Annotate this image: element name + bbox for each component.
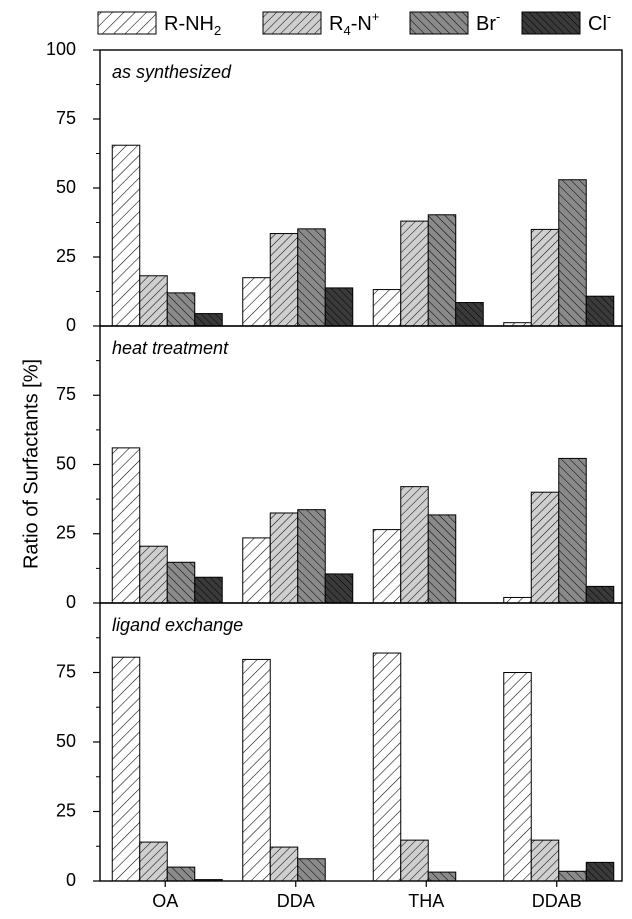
panel-3: 0 25 50 75 ligand exchange [56, 602, 623, 890]
bar-tha-series-3 [427, 871, 457, 882]
y-tick-label: 75 [56, 661, 76, 681]
legend-label: Br- [476, 9, 500, 35]
y-tick-label: 0 [66, 315, 76, 335]
legend-swatch [97, 11, 157, 35]
bar-dda-series-4 [324, 287, 354, 327]
bar-oa-series-2 [139, 545, 168, 604]
bar-ddab-series-2 [530, 839, 560, 882]
legend-swatch [521, 11, 581, 35]
bar-dda-series-2 [269, 846, 299, 882]
legend-label: R4-N+ [329, 9, 379, 38]
y-tick-label: 100 [46, 39, 76, 59]
bar-oa-series-3 [166, 866, 196, 882]
panel-frame [99, 602, 623, 882]
bar-ddab-series-3 [558, 457, 587, 604]
y-tick-label: 50 [56, 731, 76, 751]
legend-entry-1: R-NH2 [97, 11, 221, 38]
y-axis-label: Ratio of Surfactants [%] [20, 359, 42, 569]
bar-oa-series-3 [166, 292, 196, 327]
panel-title: heat treatment [112, 338, 229, 358]
legend-entry-4: Cl- [521, 9, 611, 35]
y-tick-label: 0 [66, 870, 76, 890]
legend-swatch [262, 11, 322, 35]
bar-oa-series-2 [139, 275, 168, 327]
x-tick-label: DDAB [532, 891, 582, 911]
x-tick-label: OA [152, 891, 178, 911]
y-tick-label: 50 [56, 177, 76, 197]
legend-label: Cl- [588, 9, 611, 35]
bar-oa-series-4 [194, 313, 223, 327]
bar-tha-series-3 [427, 214, 457, 327]
bar-oa-series-1 [111, 656, 141, 882]
bar-tha-series-2 [400, 839, 429, 882]
y-tick-label: 25 [56, 523, 76, 543]
bar-dda-series-3 [297, 509, 326, 604]
bar-oa-series-4 [194, 576, 223, 604]
bar-dda-series-2 [269, 512, 299, 604]
bar-ddab-series-3 [558, 179, 587, 327]
y-tick-label: 50 [56, 453, 76, 473]
panel-title: as synthesized [112, 62, 232, 82]
legend: R-NH2 R4-N+ Br- Cl- [97, 9, 611, 38]
legend-entry-2: R4-N+ [262, 9, 379, 38]
panel-1: 0 25 50 75 100 as synthesized [46, 39, 623, 335]
bar-dda-series-2 [269, 233, 299, 327]
bar-tha-series-3 [427, 514, 457, 604]
bar-ddab-series-4 [585, 295, 615, 327]
bar-oa-series-3 [166, 561, 196, 604]
bar-tha-series-1 [372, 289, 402, 327]
x-tick-label: THA [408, 891, 444, 911]
y-tick-label: 75 [56, 384, 76, 404]
bar-dda-series-3 [297, 858, 326, 882]
bar-tha-series-1 [372, 529, 402, 604]
bar-oa-series-1 [111, 447, 141, 604]
legend-swatch [409, 11, 469, 35]
bar-ddab-series-2 [530, 491, 560, 604]
bar-dda-series-3 [297, 228, 326, 327]
x-tick-label: DDA [277, 891, 315, 911]
bar-tha-series-4 [455, 302, 484, 327]
bar-ddab-series-4 [585, 861, 615, 882]
bar-tha-series-2 [400, 486, 429, 604]
bar-dda-series-1 [242, 537, 271, 604]
bar-ddab-series-2 [530, 228, 560, 327]
panel-2: 0 25 50 75 heat treatment [56, 325, 623, 612]
bar-oa-series-1 [111, 144, 141, 327]
bar-dda-series-4 [324, 573, 354, 604]
bar-ddab-series-3 [558, 870, 587, 882]
panel-title: ligand exchange [112, 615, 243, 635]
bar-oa-series-2 [139, 841, 168, 882]
legend-entry-3: Br- [409, 9, 500, 35]
bar-ddab-series-1 [503, 672, 532, 882]
bar-dda-series-1 [242, 658, 271, 882]
y-tick-label: 25 [56, 246, 76, 266]
plot-layer: 0 25 50 75 100 as synthesized 0 25 50 75 heat trea… [46, 39, 623, 911]
bar-tha-series-1 [372, 652, 402, 882]
bar-tha-series-2 [400, 220, 429, 327]
legend-label: R-NH2 [164, 13, 221, 38]
y-tick-label: 75 [56, 108, 76, 128]
bar-ddab-series-4 [585, 585, 615, 604]
y-tick-label: 25 [56, 800, 76, 820]
y-tick-label: 0 [66, 592, 76, 612]
bar-ddab-series-1 [503, 596, 532, 604]
bar-dda-series-1 [242, 277, 271, 327]
